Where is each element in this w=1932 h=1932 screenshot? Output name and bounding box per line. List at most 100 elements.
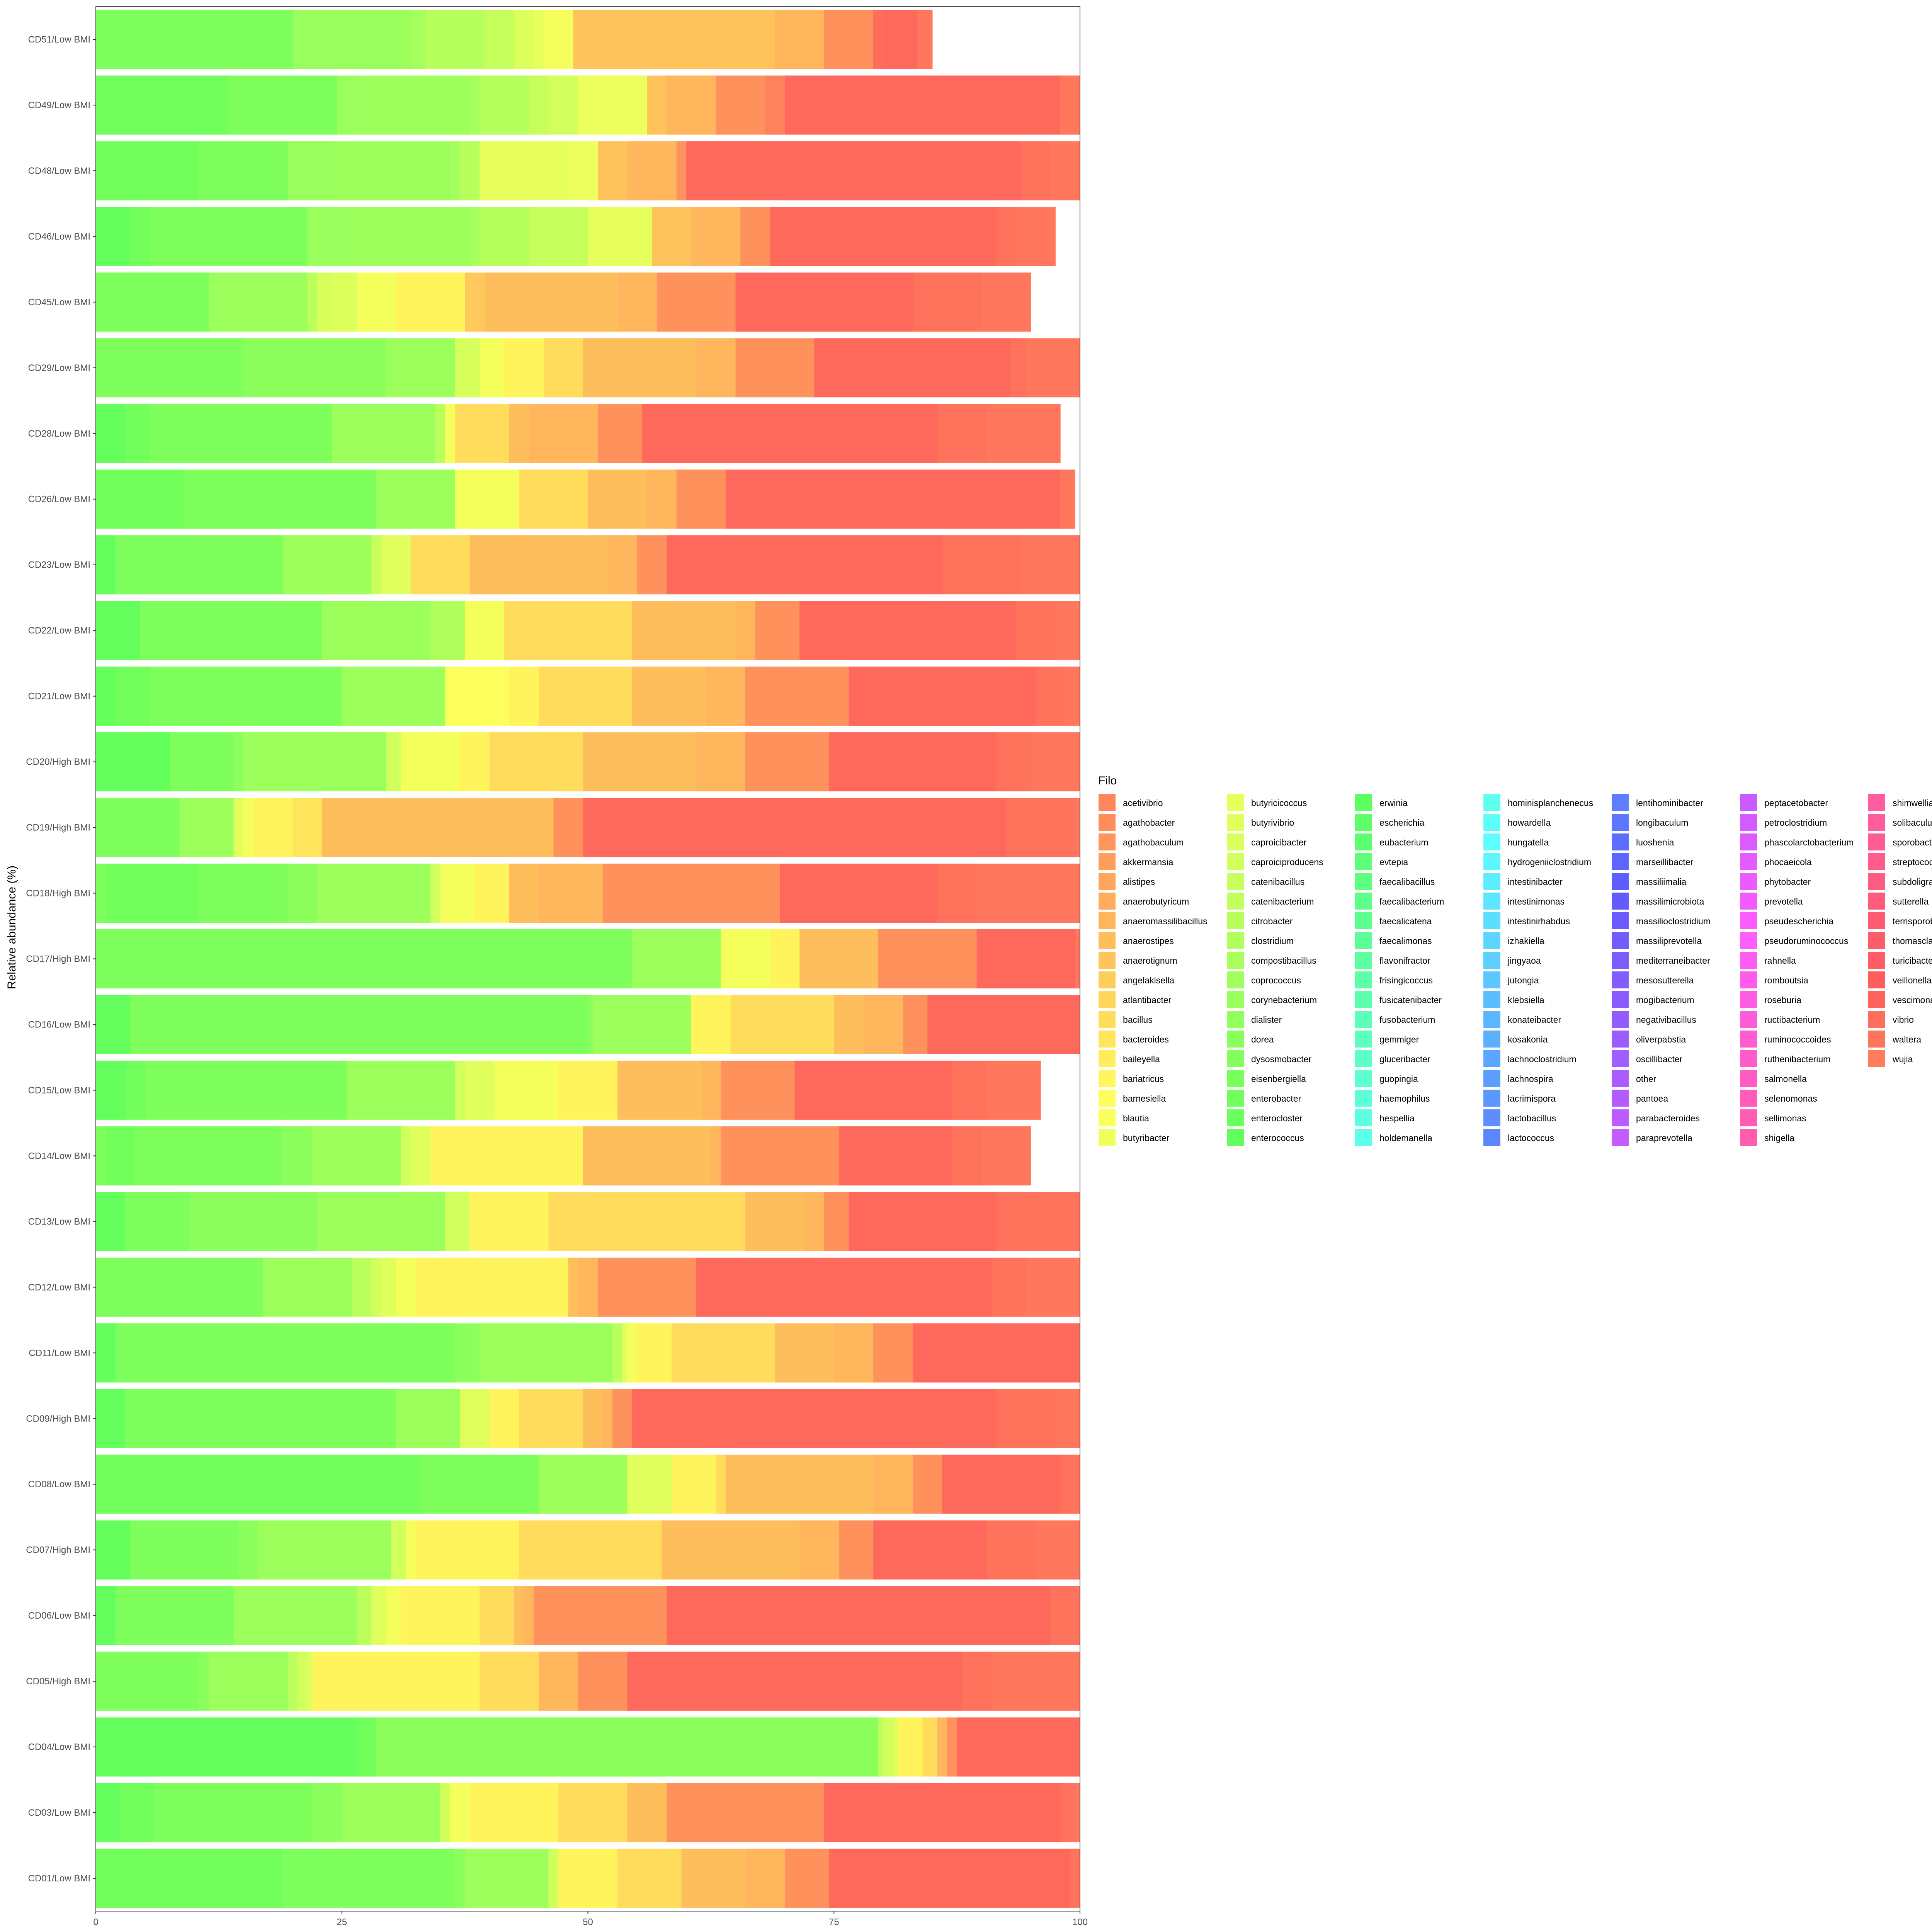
bar-segment-24-4 [371,1586,386,1645]
bar-segment-4-13 [735,272,913,332]
bar-segment-27-6 [450,1783,470,1842]
legend-label: acetivibrio [1123,798,1163,808]
y-tick-label: CD45/Low BMI [28,297,90,308]
bar-segment-8-10 [667,535,943,595]
legend-key [1483,1049,1501,1068]
legend-label: lactococcus [1508,1133,1554,1143]
legend-key [1354,912,1373,930]
bar-segment-2-9 [568,141,598,201]
bar-segment-1-1 [111,75,229,135]
legend-label: oliverpabstia [1636,1034,1686,1044]
legend-key [1226,1089,1245,1107]
legend-key [1611,1089,1629,1107]
legend-key [1739,1128,1758,1147]
bar-segment-15-1 [130,995,588,1054]
bar-segment-6-7 [455,404,510,463]
bar-segment-26-0 [96,1717,357,1777]
bar-segment-20-5 [622,1323,628,1383]
bar-segment-25-4 [298,1651,308,1711]
legend-label: lacrimispora [1508,1094,1556,1104]
bar-segment-12-0 [96,798,121,857]
bar-segment-16-12 [794,1060,952,1120]
legend-label: catenibacillus [1251,877,1304,887]
legend-label: mogibacterium [1636,995,1694,1005]
legend-label: waltera [1892,1034,1921,1044]
bar-segment-13-5 [430,864,441,923]
bar-segment-21-9 [632,1389,997,1448]
bar-segment-2-12 [676,141,687,201]
bar-segment-17-5 [401,1126,411,1185]
legend-label: bacillus [1123,1015,1153,1025]
legend-key [1354,872,1373,891]
bar-segment-22-4 [627,1454,672,1514]
bar-segment-11-10 [745,732,830,792]
legend-key [1354,833,1373,851]
bar-segment-26-3 [878,1717,884,1777]
legend-title: Filo [1098,774,1117,787]
legend-key [1483,1069,1501,1088]
legend-key [1739,1030,1758,1048]
bar-segment-7-4 [455,469,519,529]
bar-segment-26-9 [947,1717,957,1777]
legend-key [1739,971,1758,989]
bar-segment-25-12 [991,1651,1051,1711]
legend-key [1226,793,1245,812]
legend-key [1867,931,1886,950]
bar-segment-2-15 [1021,141,1051,201]
legend-key [1483,912,1501,930]
bar-segment-8-7 [469,535,608,595]
bar-segment-4-14 [913,272,982,332]
y-tick-label: CD26/Low BMI [28,494,90,505]
bar-segment-10-11 [849,667,1036,726]
y-tick-label: CD48/Low BMI [28,166,90,176]
legend-label: dorea [1251,1034,1274,1044]
bar-segment-19-1 [120,1257,264,1317]
legend-label: prevotella [1764,896,1803,906]
bar-segment-21-7 [602,1389,613,1448]
bar-segment-24-9 [524,1586,534,1645]
bar-segment-17-0 [96,1126,106,1185]
legend-label: butyribacter [1123,1133,1170,1143]
bar-segment-14-7 [1075,929,1080,988]
x-axis: 0 25 50 75 100 [93,1911,1088,1927]
bar-segment-6-1 [125,404,150,463]
legend-label: pseudoruminococcus [1764,936,1848,946]
legend-label: anaeromassilibacillus [1123,916,1208,926]
bar-segment-8-9 [637,535,667,595]
legend-label: coprococcus [1251,975,1301,985]
bar-segment-20-4 [612,1323,623,1383]
legend-key [1483,951,1501,969]
bar-segment-11-8 [583,732,697,792]
bar-segment-4-6 [332,272,357,332]
bar-segment-0-8 [514,10,534,69]
bar-segment-23-6 [415,1520,519,1580]
bar-segment-10-7 [539,667,633,726]
legend-key [1611,793,1629,812]
bar-segment-9-4 [322,601,431,660]
bar-segment-0-2 [263,10,293,69]
legend-key [1739,1089,1758,1107]
bar-segment-26-6 [898,1717,923,1777]
legend-label: gemmiger [1379,1034,1419,1044]
bar-segment-21-11 [1055,1389,1080,1448]
bar-segment-14-1 [632,929,721,988]
legend-key [1226,813,1245,832]
bar-segment-22-5 [672,1454,716,1514]
bar-segment-28-11 [1070,1849,1080,1908]
bar-segment-0-6 [425,10,485,69]
legend-label: flavonifractor [1379,956,1430,966]
legend-label: caproicibacter [1251,837,1307,847]
y-tick-label: CD04/Low BMI [28,1742,90,1752]
bar-segment-13-11 [780,864,938,923]
bar-segment-4-15 [981,272,1031,332]
bar-segment-28-0 [96,1849,283,1908]
bar-segment-10-1 [115,667,150,726]
legend-key [1739,892,1758,910]
y-tick-label: CD15/Low BMI [28,1085,90,1095]
bar-segment-21-4 [489,1389,519,1448]
bar-segment-13-0 [96,864,106,923]
legend-label: mediterraneibacter [1636,956,1710,966]
legend-key [1739,1069,1758,1088]
bar-segment-15-2 [588,995,593,1054]
x-tick-label: 100 [1072,1917,1088,1927]
